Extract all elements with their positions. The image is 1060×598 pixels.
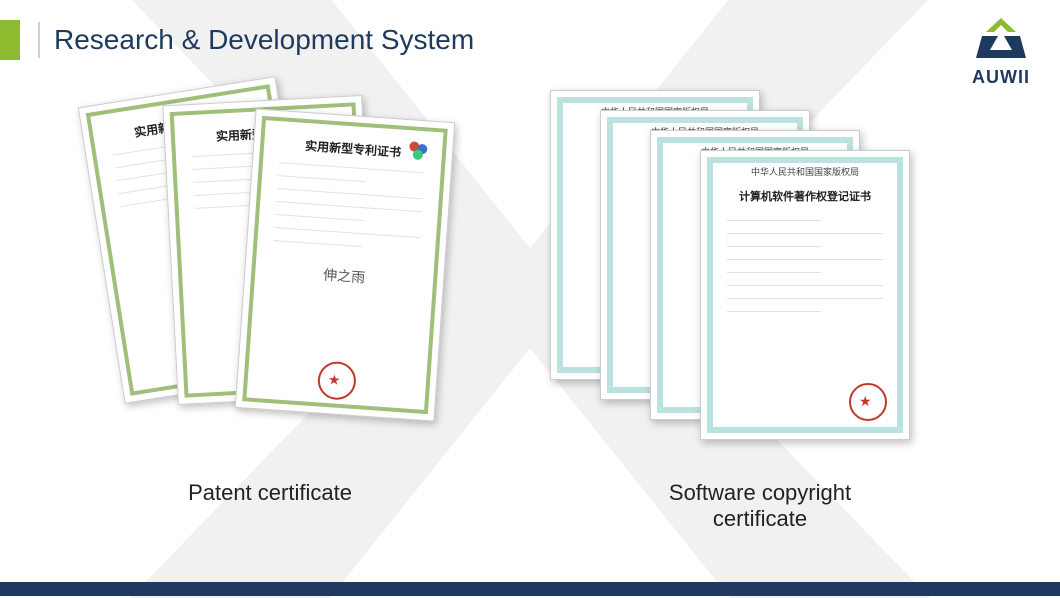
- patent-cert: 实用新型专利证书 伸之雨 ★: [235, 108, 455, 421]
- brand-logo: AUWII: [972, 18, 1030, 88]
- signature: 伸之雨: [257, 260, 432, 292]
- header: Research & Development System: [0, 0, 1060, 60]
- accent-bar: [0, 20, 20, 60]
- cert-title: 计算机软件著作权登记证书: [713, 188, 897, 204]
- software-caption: Software copyright certificate: [630, 480, 890, 532]
- cert-heading: 中华人民共和国国家版权局: [713, 165, 897, 178]
- logo-text: AUWII: [972, 67, 1030, 88]
- software-group: 中华人民共和国国家版权局 中华人民共和国国家版权局 中华人民共和国国家版权局 中…: [550, 90, 970, 532]
- content-row: 实用新型专利证书 实用新型专利证书 实用新型专利证书 伸之雨: [0, 90, 1060, 532]
- page-title: Research & Development System: [54, 24, 474, 56]
- software-cert: 中华人民共和国国家版权局 计算机软件著作权登记证书 ★: [700, 150, 910, 440]
- patent-stack: 实用新型专利证书 实用新型专利证书 实用新型专利证书 伸之雨: [90, 90, 450, 460]
- logo-icon: [972, 18, 1030, 60]
- footer-bar: [0, 582, 1060, 596]
- patent-group: 实用新型专利证书 实用新型专利证书 实用新型专利证书 伸之雨: [90, 90, 450, 506]
- patent-caption: Patent certificate: [188, 480, 352, 506]
- software-stack: 中华人民共和国国家版权局 中华人民共和国国家版权局 中华人民共和国国家版权局 中…: [550, 90, 970, 460]
- divider-bar: [38, 22, 40, 58]
- seal-icon: ★: [849, 383, 887, 421]
- seal-icon: ★: [317, 360, 358, 401]
